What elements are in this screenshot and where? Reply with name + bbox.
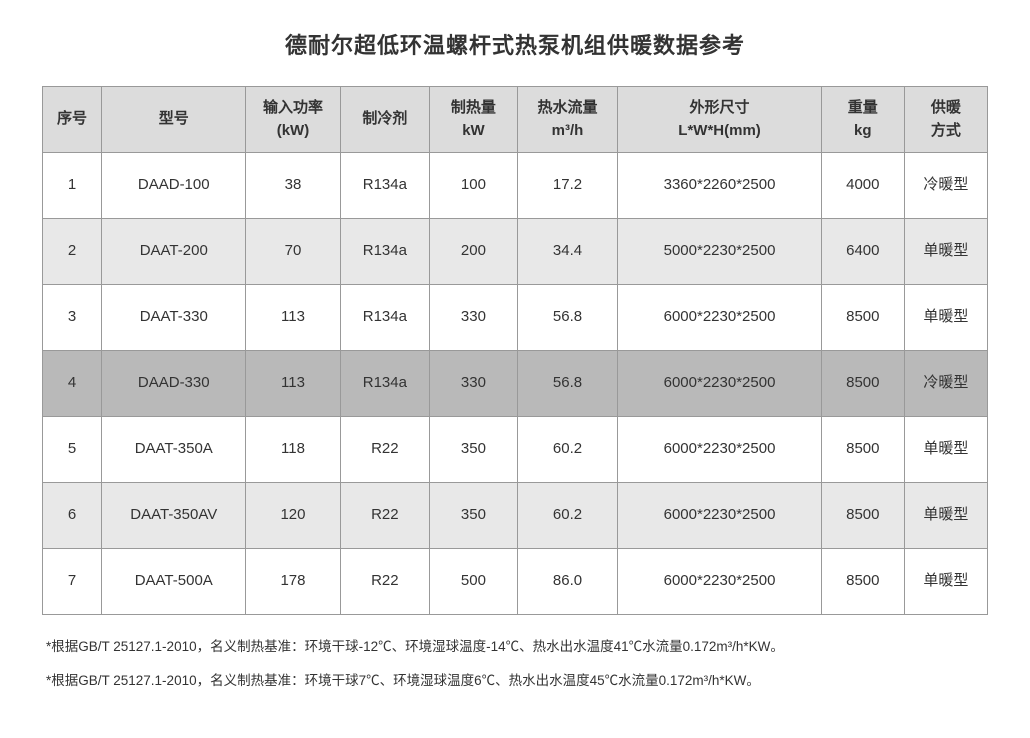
table-body: 1DAAD-10038R134a10017.23360*2260*2500400… bbox=[43, 153, 988, 615]
header-cell-mode: 供暖方式 bbox=[904, 87, 987, 153]
cell-model: DAAD-100 bbox=[102, 153, 246, 219]
cell-refrigerant: R134a bbox=[340, 219, 430, 285]
cell-power: 38 bbox=[246, 153, 340, 219]
cell-dim: 6000*2230*2500 bbox=[618, 483, 821, 549]
cell-flow: 56.8 bbox=[517, 351, 618, 417]
cell-mode: 单暖型 bbox=[904, 219, 987, 285]
cell-seq: 7 bbox=[43, 549, 102, 615]
cell-refrigerant: R22 bbox=[340, 417, 430, 483]
cell-flow: 60.2 bbox=[517, 417, 618, 483]
cell-weight: 8500 bbox=[821, 483, 904, 549]
table-head: 序号型号输入功率(kW)制冷剂制热量kW热水流量m³/h外形尺寸L*W*H(mm… bbox=[43, 87, 988, 153]
cell-power: 113 bbox=[246, 285, 340, 351]
cell-heat: 500 bbox=[430, 549, 518, 615]
header-cell-weight: 重量kg bbox=[821, 87, 904, 153]
header-cell-flow: 热水流量m³/h bbox=[517, 87, 618, 153]
cell-seq: 5 bbox=[43, 417, 102, 483]
cell-mode: 单暖型 bbox=[904, 417, 987, 483]
cell-power: 178 bbox=[246, 549, 340, 615]
header-cell-power: 输入功率(kW) bbox=[246, 87, 340, 153]
cell-weight: 8500 bbox=[821, 285, 904, 351]
cell-flow: 56.8 bbox=[517, 285, 618, 351]
cell-heat: 350 bbox=[430, 483, 518, 549]
page-container: 德耐尔超低环温螺杆式热泵机组供暖数据参考 序号型号输入功率(kW)制冷剂制热量k… bbox=[0, 0, 1030, 692]
header-row: 序号型号输入功率(kW)制冷剂制热量kW热水流量m³/h外形尺寸L*W*H(mm… bbox=[43, 87, 988, 153]
header-cell-model: 型号 bbox=[102, 87, 246, 153]
cell-mode: 冷暖型 bbox=[904, 351, 987, 417]
cell-mode: 单暖型 bbox=[904, 285, 987, 351]
cell-dim: 5000*2230*2500 bbox=[618, 219, 821, 285]
header-cell-refrigerant: 制冷剂 bbox=[340, 87, 430, 153]
header-cell-seq: 序号 bbox=[43, 87, 102, 153]
cell-weight: 4000 bbox=[821, 153, 904, 219]
cell-model: DAAT-350AV bbox=[102, 483, 246, 549]
table-row: 6DAAT-350AV120R2235060.26000*2230*250085… bbox=[43, 483, 988, 549]
footnote: *根据GB/T 25127.1-2010，名义制热基准：环境干球-12℃、环境湿… bbox=[46, 637, 988, 657]
cell-seq: 4 bbox=[43, 351, 102, 417]
cell-weight: 8500 bbox=[821, 351, 904, 417]
cell-refrigerant: R22 bbox=[340, 549, 430, 615]
header-cell-dim: 外形尺寸L*W*H(mm) bbox=[618, 87, 821, 153]
cell-model: DAAT-330 bbox=[102, 285, 246, 351]
cell-model: DAAT-500A bbox=[102, 549, 246, 615]
footnote: *根据GB/T 25127.1-2010，名义制热基准：环境干球7℃、环境湿球温… bbox=[46, 671, 988, 691]
cell-weight: 6400 bbox=[821, 219, 904, 285]
cell-seq: 3 bbox=[43, 285, 102, 351]
cell-power: 120 bbox=[246, 483, 340, 549]
cell-dim: 3360*2260*2500 bbox=[618, 153, 821, 219]
cell-heat: 330 bbox=[430, 351, 518, 417]
table-row: 3DAAT-330113R134a33056.86000*2230*250085… bbox=[43, 285, 988, 351]
cell-refrigerant: R22 bbox=[340, 483, 430, 549]
page-title: 德耐尔超低环温螺杆式热泵机组供暖数据参考 bbox=[42, 28, 988, 60]
cell-power: 70 bbox=[246, 219, 340, 285]
header-cell-heat: 制热量kW bbox=[430, 87, 518, 153]
cell-dim: 6000*2230*2500 bbox=[618, 549, 821, 615]
cell-heat: 330 bbox=[430, 285, 518, 351]
footnotes: *根据GB/T 25127.1-2010，名义制热基准：环境干球-12℃、环境湿… bbox=[42, 637, 988, 692]
spec-table: 序号型号输入功率(kW)制冷剂制热量kW热水流量m³/h外形尺寸L*W*H(mm… bbox=[42, 86, 988, 615]
cell-refrigerant: R134a bbox=[340, 351, 430, 417]
cell-heat: 200 bbox=[430, 219, 518, 285]
cell-flow: 17.2 bbox=[517, 153, 618, 219]
cell-seq: 6 bbox=[43, 483, 102, 549]
cell-weight: 8500 bbox=[821, 417, 904, 483]
table-row: 1DAAD-10038R134a10017.23360*2260*2500400… bbox=[43, 153, 988, 219]
cell-power: 118 bbox=[246, 417, 340, 483]
cell-refrigerant: R134a bbox=[340, 153, 430, 219]
table-row: 4DAAD-330113R134a33056.86000*2230*250085… bbox=[43, 351, 988, 417]
cell-flow: 86.0 bbox=[517, 549, 618, 615]
cell-power: 113 bbox=[246, 351, 340, 417]
cell-model: DAAT-200 bbox=[102, 219, 246, 285]
cell-flow: 60.2 bbox=[517, 483, 618, 549]
cell-heat: 350 bbox=[430, 417, 518, 483]
cell-seq: 1 bbox=[43, 153, 102, 219]
cell-mode: 单暖型 bbox=[904, 483, 987, 549]
cell-refrigerant: R134a bbox=[340, 285, 430, 351]
cell-flow: 34.4 bbox=[517, 219, 618, 285]
cell-dim: 6000*2230*2500 bbox=[618, 285, 821, 351]
table-row: 5DAAT-350A118R2235060.26000*2230*2500850… bbox=[43, 417, 988, 483]
cell-dim: 6000*2230*2500 bbox=[618, 417, 821, 483]
cell-weight: 8500 bbox=[821, 549, 904, 615]
cell-model: DAAD-330 bbox=[102, 351, 246, 417]
cell-seq: 2 bbox=[43, 219, 102, 285]
table-row: 7DAAT-500A178R2250086.06000*2230*2500850… bbox=[43, 549, 988, 615]
cell-heat: 100 bbox=[430, 153, 518, 219]
cell-mode: 单暖型 bbox=[904, 549, 987, 615]
table-row: 2DAAT-20070R134a20034.45000*2230*2500640… bbox=[43, 219, 988, 285]
cell-model: DAAT-350A bbox=[102, 417, 246, 483]
cell-mode: 冷暖型 bbox=[904, 153, 987, 219]
cell-dim: 6000*2230*2500 bbox=[618, 351, 821, 417]
